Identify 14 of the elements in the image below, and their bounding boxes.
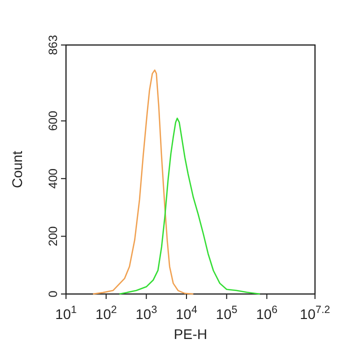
y-tick-label: 400 [46,168,60,189]
y-tick-label: 600 [46,110,60,131]
x-tick-label: 10$^{2}$ [95,304,118,322]
y-tick-label: 200 [46,226,60,246]
y-tick-label: 0 [46,290,60,298]
x-tick-label: 10$^{4}$ [176,304,198,322]
x-tick-label: 10$^{3}$ [136,304,158,322]
x-tick-label: 10$^{7.2}$ [300,304,330,322]
y-axis-title: Count [9,150,25,188]
x-tick-label: 10$^{1}$ [55,304,77,322]
x-axis-title: PE-H [174,326,208,342]
y-tick-label: 863 [46,34,60,56]
x-tick-label: 10$^{6}$ [256,304,278,322]
x-tick-label: 10$^{5}$ [216,304,238,322]
